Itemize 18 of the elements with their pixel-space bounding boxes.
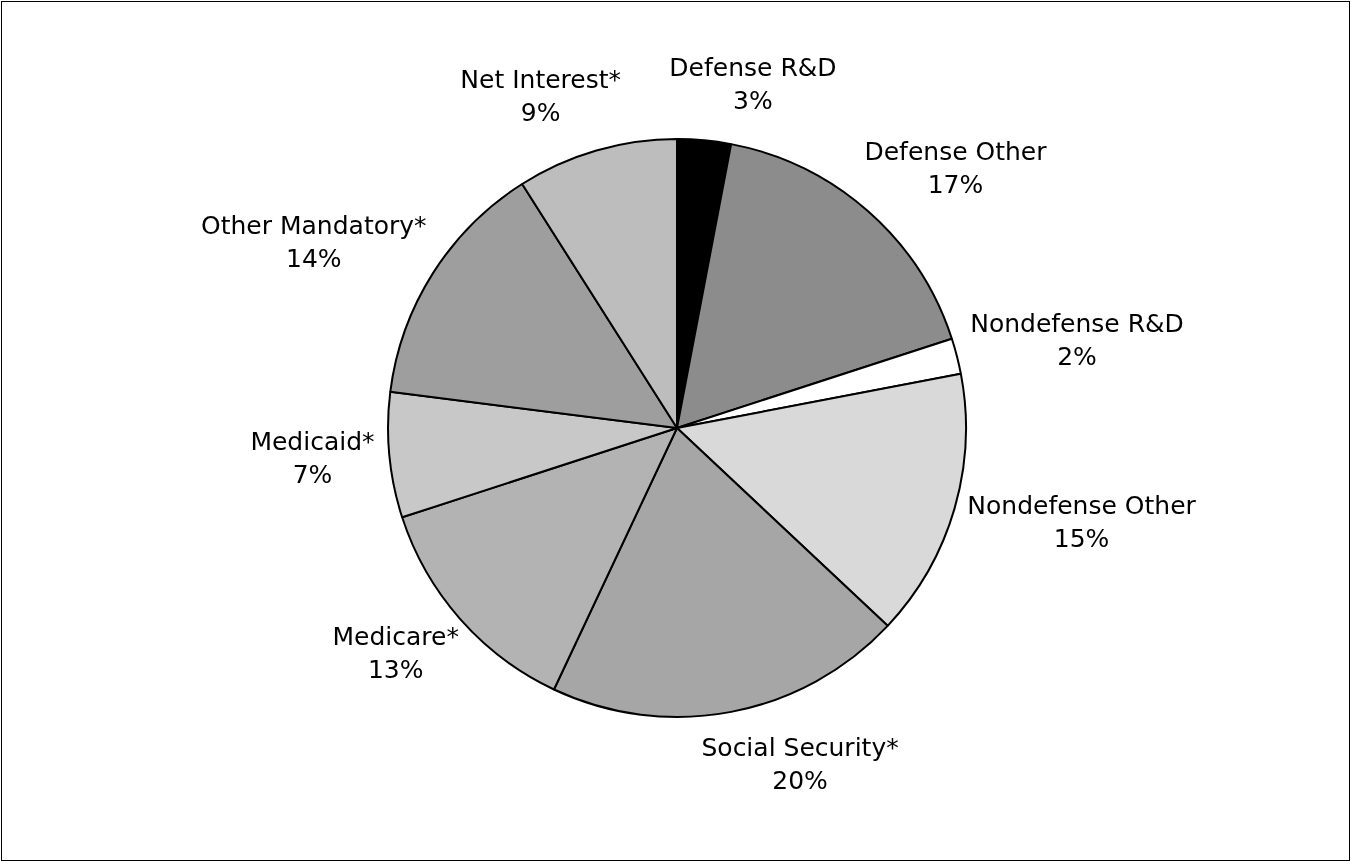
data-label: 9% (520, 97, 561, 127)
data-label: 7% (292, 460, 333, 490)
data-label: 2% (1057, 342, 1097, 372)
slice-label: Net Interest* (460, 64, 622, 94)
data-label: 14% (286, 243, 342, 273)
slice-label: Other Mandatory* (201, 210, 427, 240)
slice-label: Medicaid* (250, 427, 375, 457)
data-label: 20% (772, 765, 828, 795)
slice-label: Defense R&D (669, 52, 837, 82)
slice-label: Nondefense R&D (970, 309, 1184, 339)
data-label: 15% (1053, 523, 1110, 553)
data-label: 3% (733, 85, 773, 115)
data-label: 13% (367, 655, 424, 685)
data-label: 17% (927, 169, 984, 199)
slice-label: Medicare* (332, 622, 459, 652)
slice-label: Social Security* (701, 732, 899, 762)
slice-label: Nondefense Other (967, 490, 1197, 520)
slice-label: Defense Other (864, 136, 1048, 166)
